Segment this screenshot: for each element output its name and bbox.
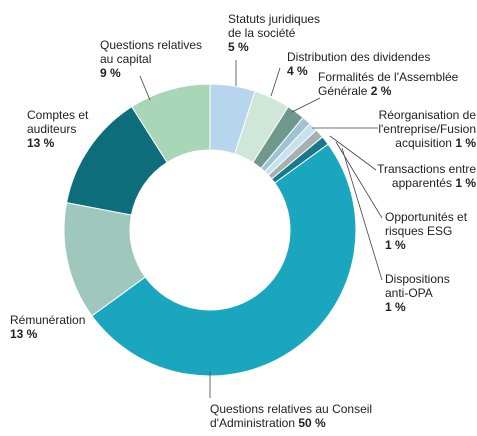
label: Réorganisation de l'entreprise/Fusion ac… [372,108,476,150]
label-name: Comptes et auditeurs [27,108,89,136]
label-name: Formalités de l'Assemblée Générale [318,70,459,98]
label: Questions relatives au capital 9 % [100,38,215,80]
label: Formalités de l'Assemblée Générale 2 % [318,70,476,98]
label-value: 13 % [27,136,55,150]
leader-line [329,135,377,171]
label-value: 50 % [298,416,326,430]
label-name: Rémunération [10,313,86,327]
label-value: 13 % [10,327,38,341]
label: Opportunités et risques ESG 1 % [385,210,475,252]
label-name: Réorganisation de l'entreprise/Fusion ac… [378,108,476,150]
label-name: Questions relatives au Conseil d'Adminis… [210,402,373,430]
leader-line [270,67,281,97]
label-value: 2 % [370,84,392,98]
leader-line [139,75,151,101]
label-value: 1 % [455,136,476,150]
label: Statuts juridiques de la société 5 % [228,12,328,54]
label-value: 1 % [385,238,406,252]
wedge [91,143,357,377]
label-value: 1 % [455,176,476,190]
label-value: 9 % [100,66,121,80]
label-value: 4 % [287,64,308,78]
label-name: Questions relatives au capital [100,38,203,66]
wedge [131,83,211,164]
label: Questions relatives au Conseil d'Adminis… [210,402,385,430]
label: Dispositions anti-OPA 1 % [385,272,465,314]
label-name: Dispositions anti-OPA [385,272,450,300]
label-name: Opportunités et risques ESG [385,210,468,238]
leader-line [291,97,321,113]
label: Rémunération 13 % [10,313,110,341]
label-name: Statuts juridiques de la société [228,12,321,40]
label: Distribution des dividendes 4 % [287,50,467,78]
label: Transactions entre apparentés 1 % [372,162,476,190]
label-value: 1 % [385,300,406,314]
label-value: 5 % [228,40,249,54]
label-name: Distribution des dividendes [287,50,431,64]
label: Comptes et auditeurs 13 % [27,108,102,150]
label-name: Transactions entre apparentés [377,162,476,190]
leader-line [341,147,383,281]
donut [63,83,357,377]
